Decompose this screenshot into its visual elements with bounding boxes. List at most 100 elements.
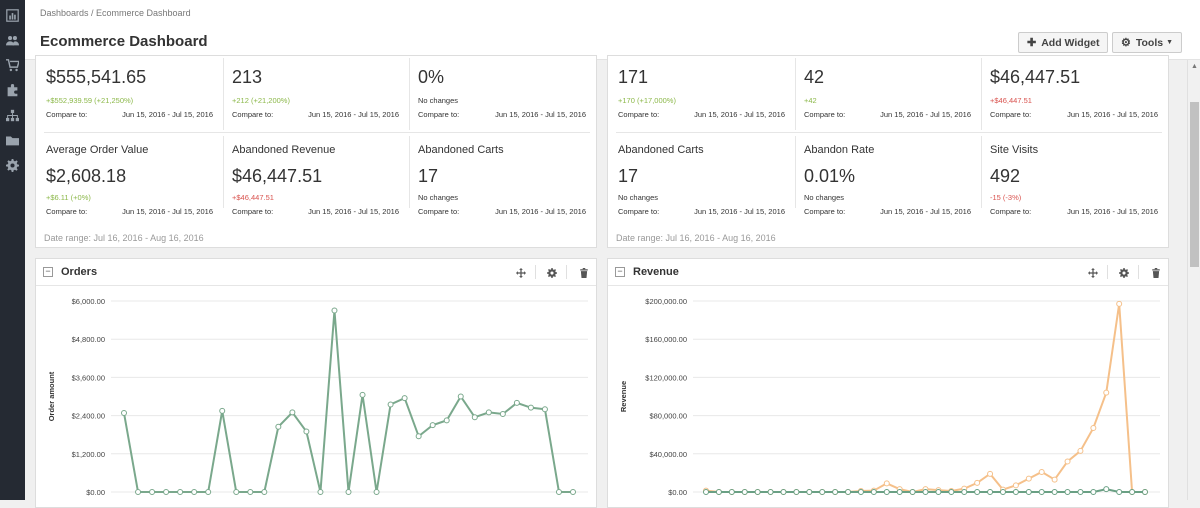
stat-label: Abandoned Carts [618, 144, 704, 156]
bar-chart-icon[interactable] [5, 8, 20, 23]
data-point [974, 489, 981, 495]
data-point [457, 393, 464, 400]
page-title: Ecommerce Dashboard [40, 33, 208, 50]
stat-change: -15 (-3%) [990, 193, 1022, 202]
plus-icon: ✚ [1027, 37, 1037, 49]
data-point [832, 489, 839, 495]
data-point [135, 489, 142, 495]
collapse-icon[interactable]: − [43, 267, 53, 277]
tools-button[interactable]: ⚙ Tools ▼ [1112, 32, 1183, 53]
stat-value: $46,447.51 [232, 166, 323, 186]
stat-card: $46,447.51 +$46,447.51 Compare to: Jun 15, … [982, 58, 1168, 130]
top-bar: Dashboards / Ecommerce Dashboard Ecommer… [25, 0, 1200, 60]
compare-range: Jun 15, 2016 - Jul 15, 2016 [308, 207, 399, 216]
data-point [261, 489, 268, 495]
page-scrollbar[interactable]: ▲ [1187, 60, 1200, 500]
y-axis-title: Order amount [47, 371, 56, 421]
move-icon[interactable] [514, 266, 527, 279]
data-point [1077, 489, 1084, 495]
widget-header: − Revenue [608, 259, 1168, 286]
stats-panel-right: Date range: Jul 16, 2016 - Aug 16, 2016 … [607, 55, 1169, 248]
move-icon[interactable] [1086, 266, 1099, 279]
data-point [1077, 447, 1084, 454]
data-point [883, 489, 890, 495]
data-point [741, 489, 748, 495]
compare-label: Compare to: [46, 207, 88, 216]
tool-separator [566, 265, 567, 279]
y-tick-label: $1,200.00 [72, 450, 105, 459]
compare-range: Jun 15, 2016 - Jul 15, 2016 [1067, 110, 1158, 119]
stat-card: 213 +212 (+21,200%) Compare to: Jun 15, 201… [224, 58, 410, 130]
stats-divider [616, 132, 1162, 133]
compare-label: Compare to: [618, 110, 660, 119]
data-point [527, 404, 534, 411]
data-point [177, 489, 184, 495]
data-point [819, 489, 826, 495]
stat-change: +170 (+17,000%) [618, 96, 676, 105]
compare-range: Jun 15, 2016 - Jul 15, 2016 [122, 207, 213, 216]
stat-card: Average Order Value $2,608.18 +$6.11 (+0%)… [38, 136, 224, 216]
tool-separator [1107, 265, 1108, 279]
add-widget-label: Add Widget [1041, 36, 1100, 49]
compare-label: Compare to: [990, 207, 1032, 216]
date-range-text: Date range: Jul 16, 2016 - Aug 16, 2016 [616, 233, 776, 243]
compare-range: Jun 15, 2016 - Jul 15, 2016 [1067, 207, 1158, 216]
orders-chart: $0.00 $1,200.00 $2,400.00 $3,600.00 $4,800.0… [47, 297, 588, 497]
puzzle-icon[interactable] [5, 83, 20, 98]
data-point [191, 489, 198, 495]
data-point [415, 433, 422, 440]
folder-icon[interactable] [5, 133, 20, 148]
stat-card: Abandon Rate 0.01% No changes Compare to: Ju… [796, 136, 982, 216]
cart-icon[interactable] [5, 58, 20, 73]
series-line [123, 310, 573, 493]
stat-card: Abandoned Carts 17 No changes Compare to: Ju… [610, 136, 796, 216]
data-point [767, 489, 774, 495]
series-line [705, 303, 1145, 494]
data-point [555, 489, 562, 495]
y-tick-label: $0.00 [86, 488, 105, 497]
data-point [205, 489, 212, 495]
breadcrumb[interactable]: Dashboards / Ecommerce Dashboard [40, 8, 191, 18]
stat-value: 0% [418, 67, 445, 87]
data-point [219, 407, 226, 414]
data-point [896, 489, 903, 495]
compare-label: Compare to: [618, 207, 660, 216]
y-tick-label: $0.00 [668, 488, 687, 497]
date-range-text: Date range: Jul 16, 2016 - Aug 16, 2016 [44, 233, 204, 243]
data-point [754, 489, 761, 495]
trash-icon[interactable] [1149, 266, 1162, 279]
data-point [1142, 489, 1148, 495]
data-point [845, 489, 852, 495]
data-point [999, 489, 1006, 495]
gear-icon[interactable] [545, 266, 558, 279]
compare-label: Compare to: [46, 110, 88, 119]
data-point [1012, 482, 1019, 489]
data-point [728, 489, 735, 495]
gear-icon[interactable] [1117, 266, 1130, 279]
trash-icon[interactable] [577, 266, 590, 279]
stat-value: 42 [804, 67, 825, 87]
orders-widget: − Orders $0.00 $1,200.00 $2,400.00 $3,600.0… [35, 258, 597, 508]
stat-value: $555,541.65 [46, 67, 147, 87]
data-point [233, 489, 240, 495]
collapse-icon[interactable]: − [615, 267, 625, 277]
compare-label: Compare to: [232, 207, 274, 216]
users-icon[interactable] [5, 33, 20, 48]
scroll-up-arrow-icon[interactable]: ▲ [1191, 63, 1198, 70]
data-point [806, 489, 813, 495]
data-point [1051, 476, 1058, 483]
compare-range: Jun 15, 2016 - Jul 15, 2016 [308, 110, 399, 119]
stat-change: No changes [418, 96, 459, 105]
add-widget-button[interactable]: ✚ Add Widget [1018, 32, 1109, 53]
gear-icon[interactable] [5, 158, 20, 173]
scroll-thumb[interactable] [1190, 102, 1199, 267]
data-point [974, 479, 981, 486]
stat-card: $555,541.65 +$552,939.59 (+21,250%) Compar… [38, 58, 224, 130]
data-point [149, 489, 156, 495]
compare-label: Compare to: [990, 110, 1032, 119]
data-point [1116, 489, 1123, 495]
caret-down-icon: ▼ [1166, 39, 1174, 46]
sitemap-icon[interactable] [5, 108, 20, 123]
y-tick-label: $40,000.00 [649, 450, 687, 459]
data-point [429, 422, 436, 429]
